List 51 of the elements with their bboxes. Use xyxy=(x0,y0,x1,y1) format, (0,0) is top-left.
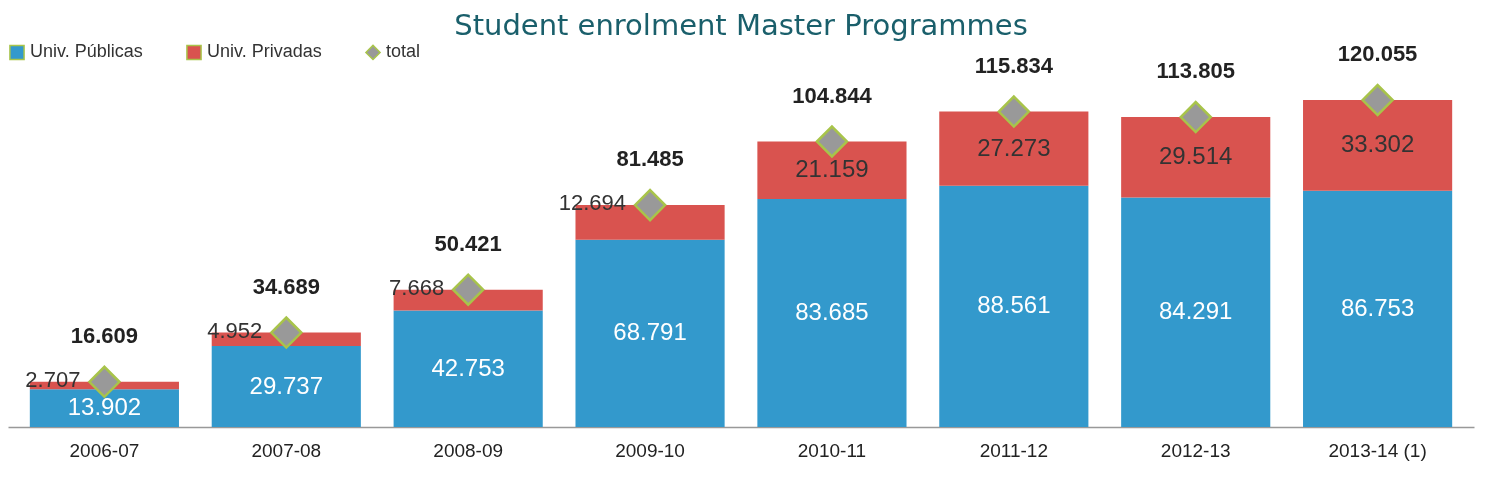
data-label: 68.791 xyxy=(613,318,687,346)
data-label: 42.753 xyxy=(431,353,505,381)
data-label: 21.159 xyxy=(795,155,869,183)
x-tick-label: 2009-10 xyxy=(615,439,685,461)
bar xyxy=(757,199,907,427)
point xyxy=(451,273,485,306)
total-label: 81.485 xyxy=(616,146,684,172)
data-label: 86.753 xyxy=(1340,293,1415,321)
data-label: 27.273 xyxy=(977,133,1051,161)
bar xyxy=(211,346,361,427)
legend-label: total xyxy=(386,41,421,62)
total-label: 115.834 xyxy=(974,52,1054,78)
legend-label: Univ. Privadas xyxy=(207,41,322,62)
bar xyxy=(1121,117,1271,198)
x-tick-label: 2013-14 (1) xyxy=(1328,439,1427,461)
total-label: 16.609 xyxy=(70,322,139,348)
x-tick-label: 2010-11 xyxy=(797,439,867,461)
x-tick-label: 2007-08 xyxy=(251,439,322,461)
total-label: 50.421 xyxy=(434,230,502,256)
bar xyxy=(1121,197,1271,427)
point xyxy=(815,125,849,158)
total-label: 104.844 xyxy=(792,82,873,108)
x-tick-label: 2008-09 xyxy=(433,439,504,461)
total-label: 120.055 xyxy=(1337,41,1418,67)
text: Student enrolment Master Programmes xyxy=(454,8,1028,42)
data-label: 83.685 xyxy=(795,298,869,326)
point xyxy=(1179,100,1212,134)
data-label: 29.737 xyxy=(249,371,323,399)
point xyxy=(633,188,667,222)
data-label: 29.514 xyxy=(1159,142,1233,170)
bar xyxy=(1303,190,1453,427)
x-tick-label: 2006-07 xyxy=(69,439,140,461)
legend-label: Univ. Públicas xyxy=(30,41,143,62)
bar xyxy=(939,185,1089,427)
bar xyxy=(393,310,543,427)
bar xyxy=(757,141,907,200)
bar xyxy=(1303,100,1453,191)
data-label: 84.291 xyxy=(1159,297,1233,325)
point xyxy=(1361,83,1394,117)
data-label: 33.302 xyxy=(1340,130,1415,158)
point xyxy=(997,95,1031,128)
bar xyxy=(939,111,1089,186)
total-label: 113.805 xyxy=(1156,58,1235,84)
point xyxy=(270,316,303,349)
point xyxy=(88,365,121,399)
x-tick-label: 2012-13 xyxy=(1160,439,1231,461)
bar xyxy=(575,239,725,427)
data-label: 88.561 xyxy=(977,291,1051,319)
data-label: 13.902 xyxy=(67,393,142,421)
x-tick-label: 2011-12 xyxy=(979,439,1048,461)
total-label: 34.689 xyxy=(252,273,320,299)
